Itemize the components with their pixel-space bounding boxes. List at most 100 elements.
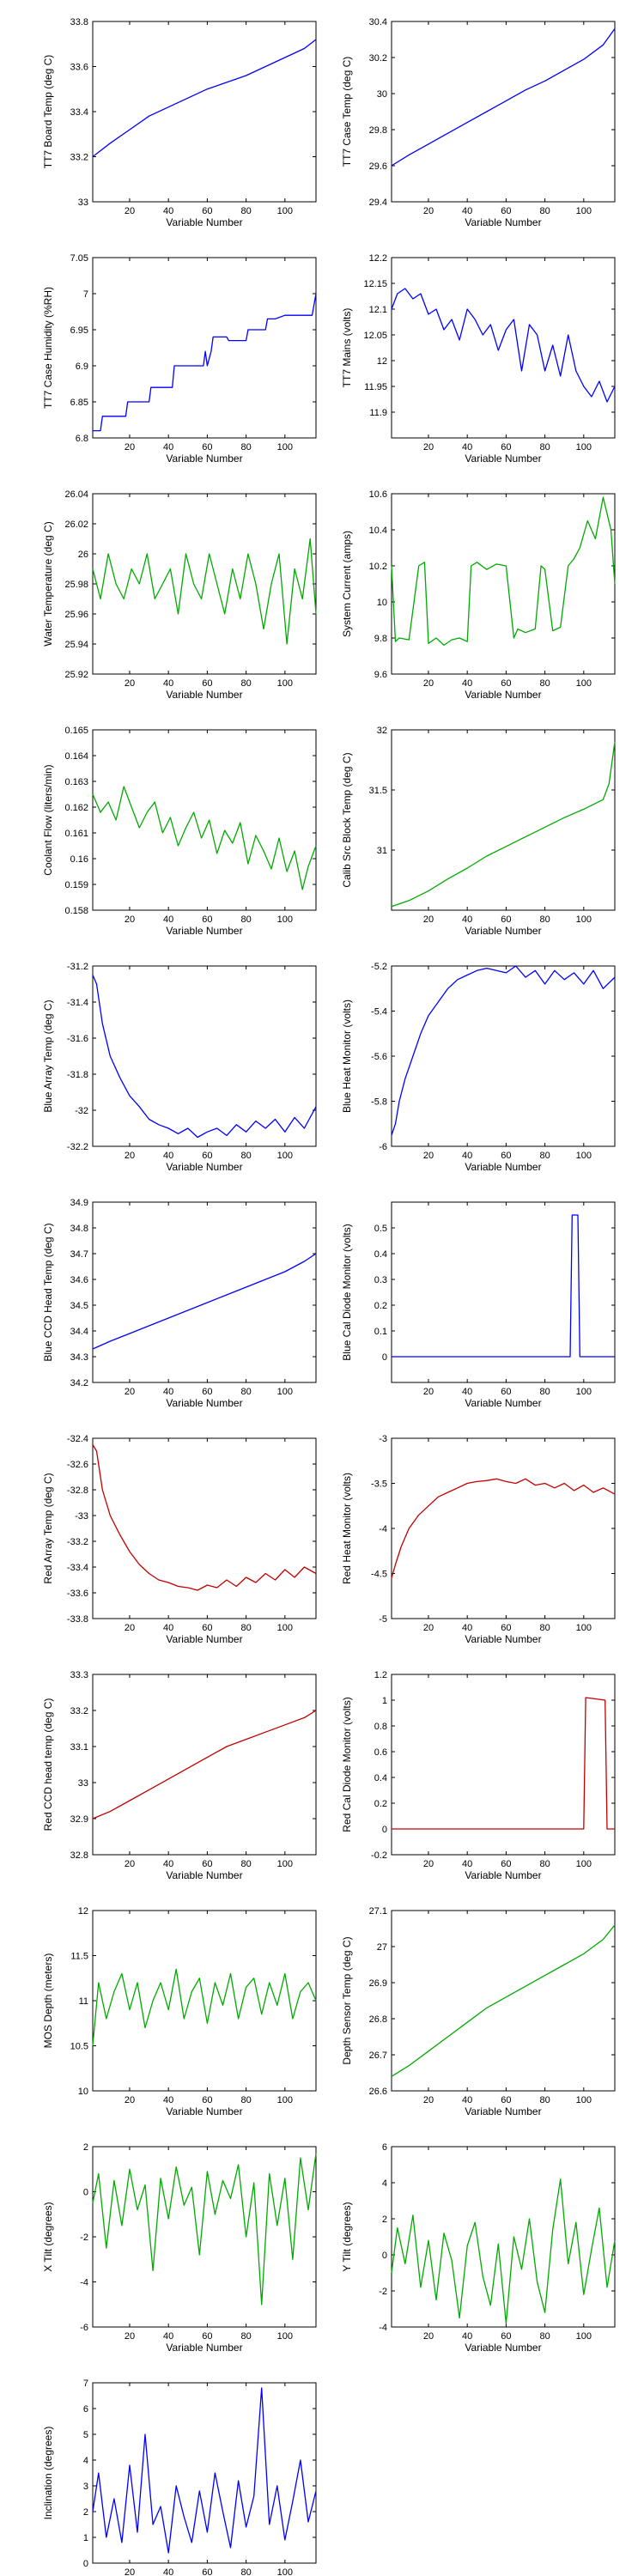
x-tick-label: 40: [462, 442, 472, 453]
x-tick-label: 60: [202, 1151, 212, 1161]
chart-panel-8: 20 40 60 80 100 31 31.5 32 Variable Number Calib …: [341, 726, 616, 937]
x-tick-label: 40: [163, 1623, 173, 1633]
series-line: [92, 1968, 317, 2046]
plot-area: [92, 1201, 317, 1383]
chart-panel-3: 20 40 60 80 100 6.8 6.85 6.9 6.95 7 7.05 Variable N…: [42, 253, 317, 465]
y-tick-label: 33: [78, 197, 88, 208]
x-tick-label: 20: [423, 2331, 434, 2342]
chart-panel-20: 20 40 60 80 100 -4 -2 0 2 4 6 Variable Number Y Tilt…: [341, 2142, 616, 2354]
y-tick-label: 27: [377, 1942, 387, 1953]
series-line: [92, 975, 317, 1139]
x-tick-label: 40: [163, 442, 173, 453]
x-tick-label: 80: [240, 914, 251, 925]
x-axis-label: Variable Number: [465, 1633, 541, 1645]
y-tick-label: 34.7: [70, 1249, 88, 1260]
y-tick-label: -5: [379, 1614, 387, 1625]
y-tick-label: 11.9: [369, 408, 387, 418]
x-tick-label: 20: [125, 678, 135, 689]
x-tick-label: 100: [277, 678, 293, 689]
x-tick-label: 60: [202, 206, 212, 216]
x-tick-label: 20: [125, 914, 135, 925]
x-tick-label: 60: [501, 206, 511, 216]
y-tick-label: 7: [83, 2379, 88, 2389]
y-tick-label: 9.6: [374, 670, 387, 680]
y-tick-label: -33: [75, 1511, 88, 1522]
chart-panel-6: 20 40 60 80 100 9.6 9.8 10 10.2 10.4 10.6 Variable …: [341, 489, 616, 701]
series-line: [92, 538, 317, 645]
x-axis-label: Variable Number: [166, 1633, 242, 1645]
x-tick-label: 60: [501, 1151, 511, 1161]
y-tick-label: 6: [83, 2404, 88, 2415]
plot-area: [391, 1437, 616, 1619]
x-tick-label: 20: [423, 914, 434, 925]
y-tick-label: 34.3: [70, 1352, 88, 1363]
x-tick-label: 20: [125, 1623, 135, 1633]
y-tick-label: 34.4: [70, 1327, 88, 1337]
y-axis-label: X Tilt (degrees): [42, 2202, 54, 2271]
y-axis-label: System Current (amps): [341, 531, 353, 637]
y-tick-label: 1.2: [374, 1670, 387, 1680]
x-tick-label: 40: [163, 1387, 173, 1397]
y-tick-label: 25.96: [64, 610, 88, 620]
y-tick-label: 0: [382, 1352, 387, 1363]
y-tick-label: 10.5: [70, 2042, 88, 2052]
x-tick-label: 80: [240, 442, 251, 453]
y-tick-label: 6.9: [76, 361, 88, 372]
y-tick-label: 12: [78, 1906, 88, 1917]
x-tick-label: 80: [539, 1151, 550, 1161]
y-tick-label: -33.2: [67, 1537, 88, 1547]
x-tick-label: 60: [202, 914, 212, 925]
y-tick-label: 25.94: [64, 640, 88, 650]
y-tick-label: 0: [382, 1825, 387, 1835]
x-tick-label: 40: [462, 1623, 472, 1633]
plot-area: [391, 965, 616, 1147]
x-tick-label: 20: [125, 2567, 135, 2576]
x-tick-label: 80: [539, 678, 550, 689]
x-tick-label: 100: [277, 1859, 293, 1869]
y-tick-label: 26.8: [369, 2014, 387, 2025]
x-axis-label: Variable Number: [166, 2342, 242, 2354]
y-tick-label: 34.2: [70, 1378, 88, 1388]
x-axis-label: Variable Number: [166, 1161, 242, 1173]
y-axis-label: Blue Array Temp (deg C): [42, 999, 54, 1112]
y-tick-label: 0.4: [374, 1249, 387, 1260]
x-tick-label: 40: [462, 914, 472, 925]
x-axis-label: Variable Number: [465, 1161, 541, 1173]
x-tick-label: 20: [423, 1859, 434, 1869]
x-tick-label: 100: [277, 914, 293, 925]
y-tick-label: -31.6: [67, 1034, 88, 1044]
x-axis-label: Variable Number: [465, 2342, 541, 2354]
y-tick-label: 0: [382, 2251, 387, 2261]
x-tick-label: 60: [501, 678, 511, 689]
y-tick-label: 1: [83, 2533, 88, 2543]
y-tick-label: 10.4: [369, 526, 387, 536]
series-line: [391, 2178, 616, 2324]
y-tick-label: 0.161: [64, 829, 88, 839]
y-tick-label: 32.8: [70, 1850, 88, 1861]
y-tick-label: 0.159: [64, 880, 88, 890]
y-tick-label: 4: [382, 2178, 387, 2189]
chart-panel-5: 20 40 60 80 100 25.92 25.94 25.96 25.98 26 26.02 26…: [42, 489, 317, 701]
y-tick-label: 6.8: [76, 434, 88, 444]
chart-panel-2: 20 40 60 80 100 29.4 29.6 29.8 30 30.2 30.4 Variabl…: [341, 17, 616, 228]
y-tick-label: -3: [379, 1434, 387, 1444]
series-line: [92, 1444, 317, 1591]
x-tick-label: 80: [539, 442, 550, 453]
x-tick-label: 60: [202, 2567, 212, 2576]
plot-area: [92, 2382, 317, 2564]
series-line: [92, 786, 317, 890]
x-tick-label: 20: [125, 206, 135, 216]
y-axis-label: TT7 Mains (volts): [341, 308, 353, 388]
series-line: [391, 741, 616, 908]
x-axis-label: Variable Number: [166, 453, 242, 465]
x-tick-label: 20: [423, 1151, 434, 1161]
plot-area: [92, 1437, 317, 1619]
y-tick-label: -4: [379, 1524, 387, 1534]
x-axis-label: Variable Number: [166, 2105, 242, 2117]
y-tick-label: 2: [382, 2215, 387, 2225]
x-tick-label: 60: [202, 1623, 212, 1633]
y-tick-label: 0: [83, 2188, 88, 2198]
x-tick-label: 60: [202, 678, 212, 689]
chart-panel-19: 20 40 60 80 100 -6 -4 -2 0 2 Variable Number X Tilt…: [42, 2142, 317, 2354]
x-tick-label: 100: [576, 442, 592, 453]
